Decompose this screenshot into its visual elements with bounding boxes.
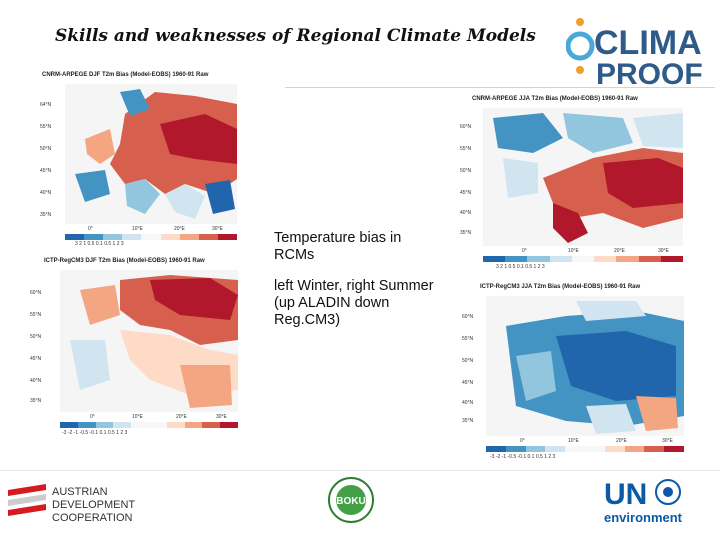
boku-logo-text: BOKU — [336, 496, 365, 507]
lon-label: 20°E — [174, 226, 185, 232]
lat-label: 45°N — [460, 190, 472, 196]
map-title: ICTP-RegCM3 DJF T2m Bias (Model-EOBS) 19… — [44, 258, 205, 264]
lon-label: 0° — [88, 226, 93, 232]
lat-label: 40°N — [462, 400, 474, 406]
un-environment-logo: UN environment — [604, 478, 683, 525]
colorbar — [60, 422, 238, 428]
lat-label: 60°N — [460, 124, 472, 130]
lat-label: 40°N — [40, 190, 52, 196]
lon-label: 20°E — [176, 414, 187, 420]
colorbar — [65, 234, 237, 240]
lon-label: 20°E — [616, 438, 627, 444]
bias-map-cnrm-djf — [65, 84, 237, 224]
lat-label: 50°N — [460, 168, 472, 174]
lat-label: 55°N — [462, 336, 474, 342]
boku-logo: BOKU — [328, 477, 374, 523]
un-logo-text: UN — [604, 478, 647, 511]
lon-label: 30°E — [658, 248, 669, 254]
lon-label: 10°E — [132, 226, 143, 232]
footer-divider — [0, 470, 720, 471]
lat-label: 50°N — [40, 146, 52, 152]
colorbar — [486, 446, 684, 452]
ada-line-2: DEVELOPMENT — [52, 499, 135, 511]
note-line-1: Temperature bias in RCMs — [274, 230, 402, 263]
lat-label: 40°N — [30, 378, 42, 384]
note-line-2: left Winter, right Summer (up ALADIN dow… — [274, 278, 434, 328]
colorbar-ticks: 3 2 1 0.5 0.1 0.5 1 2 3 — [75, 241, 124, 247]
lat-label: 35°N — [462, 418, 474, 424]
map-panel-cnrm-djf: CNRM-ARPEGE DJF T2m Bias (Model-EOBS) 19… — [40, 72, 240, 248]
map-title: CNRM-ARPEGE DJF T2m Bias (Model-EOBS) 19… — [42, 72, 209, 78]
lat-label: 35°N — [460, 230, 472, 236]
clima-proof-logo: CLIMA PROOF — [566, 18, 703, 88]
lat-label: 35°N — [40, 212, 52, 218]
lon-label: 0° — [522, 248, 527, 254]
lat-label: 60°N — [30, 290, 42, 296]
ada-line-3: COOPERATION — [52, 512, 133, 524]
slide-note: Temperature bias in RCMs left Winter, ri… — [274, 230, 444, 343]
ada-line-1: AUSTRIAN — [52, 486, 108, 498]
bias-map-regcm3-jja — [486, 296, 684, 436]
lon-label: 30°E — [216, 414, 227, 420]
lat-label: 35°N — [30, 398, 42, 404]
lon-label: 10°E — [568, 248, 579, 254]
lat-label: 55°N — [40, 124, 52, 130]
bias-map-regcm3-djf — [60, 270, 238, 412]
map-panel-regcm3-djf: ICTP-RegCM3 DJF T2m Bias (Model-EOBS) 19… — [30, 258, 240, 440]
colorbar-ticks: -3 -2 -1 -0.5 -0.1 0.1 0.5 1 2 3 — [62, 430, 128, 436]
lon-label: 10°E — [568, 438, 579, 444]
slide-title: Skills and weaknesses of Regional Climat… — [55, 26, 536, 46]
lat-label: 50°N — [30, 334, 42, 340]
colorbar-ticks: 3 2 1 0.5 0.1 0.5 1 2 3 — [496, 264, 545, 270]
lon-label: 10°E — [132, 414, 143, 420]
colorbar — [483, 256, 683, 262]
environment-logo-text: environment — [604, 510, 683, 525]
map-panel-cnrm-jja: CNRM-ARPEGE JJA T2m Bias (Model-EOBS) 19… — [458, 96, 688, 276]
clima-logo-text: CLIMA — [594, 24, 702, 62]
lat-label: 55°N — [460, 146, 472, 152]
map-title: ICTP-RegCM3 JJA T2m Bias (Model-EOBS) 19… — [480, 284, 641, 290]
lat-label: 45°N — [462, 380, 474, 386]
lat-label: 60°N — [462, 314, 474, 320]
proof-logo-text: PROOF — [596, 58, 703, 88]
lat-label: 40°N — [460, 210, 472, 216]
austrian-development-cooperation-logo: AUSTRIAN DEVELOPMENT COOPERATION — [8, 484, 135, 524]
lon-label: 30°E — [212, 226, 223, 232]
lat-label: 45°N — [30, 356, 42, 362]
bias-map-cnrm-jja — [483, 108, 683, 246]
lat-label: 55°N — [30, 312, 42, 318]
lon-label: 20°E — [614, 248, 625, 254]
lon-label: 0° — [520, 438, 525, 444]
lat-label: 64°N — [40, 102, 52, 108]
lat-label: 45°N — [40, 168, 52, 174]
lon-label: 30°E — [662, 438, 673, 444]
lat-label: 50°N — [462, 358, 474, 364]
header-rule — [285, 87, 715, 88]
map-panel-regcm3-jja: ICTP-RegCM3 JJA T2m Bias (Model-EOBS) 19… — [458, 284, 688, 466]
lon-label: 0° — [90, 414, 95, 420]
colorbar-ticks: -3 -2 -1 -0.5 -0.1 0.1 0.5 1 2 3 — [490, 454, 556, 460]
map-title: CNRM-ARPEGE JJA T2m Bias (Model-EOBS) 19… — [472, 96, 638, 102]
